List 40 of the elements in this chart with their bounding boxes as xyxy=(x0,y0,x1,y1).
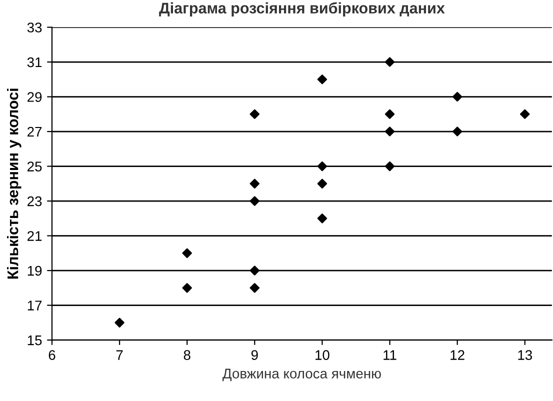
y-tick-label: 17 xyxy=(28,300,42,310)
point xyxy=(384,161,395,172)
x-tick-label: 9 xyxy=(251,350,258,360)
y-tick-label: 25 xyxy=(28,162,42,172)
y-tick-label: 27 xyxy=(28,126,42,137)
point xyxy=(250,109,260,120)
point xyxy=(317,214,328,224)
point xyxy=(250,266,260,276)
point xyxy=(520,109,530,120)
y-tick-label: 29 xyxy=(28,92,42,102)
point xyxy=(384,126,395,136)
x-tick-label: 8 xyxy=(184,350,190,360)
point xyxy=(114,318,124,328)
x-tick-label: 12 xyxy=(450,350,464,360)
point xyxy=(250,196,260,206)
y-tick-label: 19 xyxy=(28,266,42,276)
point xyxy=(182,283,192,293)
x-tick-label: 13 xyxy=(518,350,532,360)
y-tick-label: 31 xyxy=(27,57,42,68)
y-axis-title: Кількість зернин у колосі xyxy=(7,88,22,279)
point xyxy=(452,126,462,136)
x-axis-title: Довжина колоса ячменю xyxy=(222,368,381,382)
chart-title: Діаграма розсіяння вибіркових даних xyxy=(159,2,445,17)
point xyxy=(317,161,328,172)
y-tick-label: 21 xyxy=(28,231,42,241)
point xyxy=(452,92,462,102)
point xyxy=(317,178,328,189)
point xyxy=(384,109,395,120)
point xyxy=(250,178,260,189)
x-tick-label: 6 xyxy=(48,350,56,360)
x-tick-label: 11 xyxy=(384,350,396,360)
point xyxy=(250,283,260,293)
y-tick-label: 33 xyxy=(27,22,42,32)
x-tick-label: 10 xyxy=(316,350,330,360)
y-tick-label: 15 xyxy=(28,336,42,346)
point xyxy=(384,57,395,67)
x-tick-label: 7 xyxy=(116,350,123,360)
point xyxy=(317,74,328,84)
point xyxy=(182,248,192,258)
y-tick-label: 23 xyxy=(28,196,42,206)
